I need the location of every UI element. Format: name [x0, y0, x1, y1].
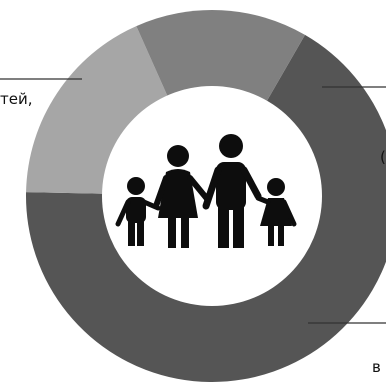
label-left: тей,: [0, 90, 32, 108]
label-right-bottom: в: [372, 358, 381, 376]
label-right-top: (: [380, 148, 386, 166]
family-icon: [115, 134, 297, 248]
